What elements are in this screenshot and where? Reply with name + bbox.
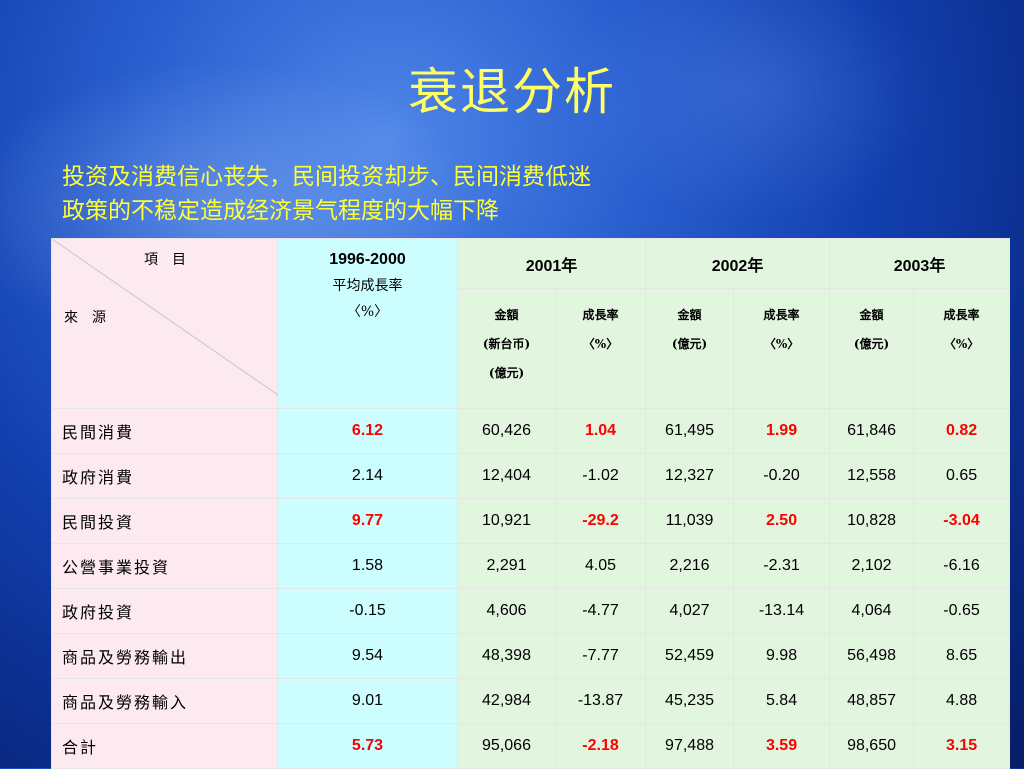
amount-2001: 48,398	[457, 633, 556, 679]
table-row: 政府消費 2.14 12,404 -1.02 12,327 -0.20 12,5…	[51, 453, 1011, 499]
subtitle-line-1: 投资及消费信心丧失，民间投资却步、民间消费低迷	[62, 164, 591, 190]
avg-growth-header: 1996-2000 平均成長率 〈%〉	[277, 238, 458, 409]
amount-2002: 11,039	[645, 498, 735, 544]
amount-2001: 2,291	[457, 543, 556, 589]
amount-2003: 2,102	[829, 543, 915, 589]
rate-2002: 9.98	[733, 633, 831, 679]
rate-2002: -0.20	[733, 453, 831, 499]
amount-2002: 2,216	[645, 543, 735, 589]
subheader-amount-2002: 金額 (億元)	[645, 288, 735, 409]
corner-diagonal-line	[52, 239, 278, 395]
rate-2002: -13.14	[733, 588, 831, 634]
rate-2003: 0.82	[913, 408, 1011, 454]
subheader-amount-2001: 金額 (新台币) (億元)	[457, 288, 556, 409]
amount-2001: 10,921	[457, 498, 556, 544]
table-row: 公營事業投資 1.58 2,291 4.05 2,216 -2.31 2,102…	[51, 543, 1011, 589]
rate-2003: -6.16	[913, 543, 1011, 589]
avg-growth-value: 9.01	[277, 678, 458, 724]
table-row: 商品及勞務輸出 9.54 48,398 -7.77 52,459 9.98 56…	[51, 633, 1011, 679]
year-header-2001: 2001年	[456, 238, 647, 289]
rate-2003: 3.15	[913, 723, 1011, 769]
corner-item-label: 項 目	[144, 252, 186, 268]
subheader-rate-2003: 成長率 〈%〉	[913, 288, 1011, 409]
rate-2002: 1.99	[733, 408, 831, 454]
background-glow-secondary	[560, 0, 940, 220]
table-row: 合計 5.73 95,066 -2.18 97,488 3.59 98,650 …	[51, 723, 1011, 769]
rate-2002: 2.50	[733, 498, 831, 544]
amount-2002: 52,459	[645, 633, 735, 679]
avg-growth-value: 1.58	[277, 543, 458, 589]
amount-2003: 10,828	[829, 498, 915, 544]
amount-2002: 61,495	[645, 408, 735, 454]
corner-source-label: 來 源	[64, 310, 106, 326]
row-label: 民間消費	[51, 408, 278, 454]
amount-2003: 4,064	[829, 588, 915, 634]
avg-growth-years: 1996-2000	[329, 251, 406, 268]
rate-2003: -0.65	[913, 588, 1011, 634]
row-label: 公營事業投資	[51, 543, 278, 589]
rate-2001: -1.02	[554, 453, 647, 499]
rate-2001: -7.77	[554, 633, 647, 679]
row-label: 政府投資	[51, 588, 278, 634]
slide-title: 衰退分析	[408, 63, 616, 121]
amount-2002: 45,235	[645, 678, 735, 724]
subheader-amount-2003: 金額 (億元)	[829, 288, 915, 409]
row-label: 商品及勞務輸出	[51, 633, 278, 679]
amount-2002: 97,488	[645, 723, 735, 769]
rate-2001: -2.18	[554, 723, 647, 769]
amount-2003: 98,650	[829, 723, 915, 769]
table-row: 商品及勞務輸入 9.01 42,984 -13.87 45,235 5.84 4…	[51, 678, 1011, 724]
year-header-2003: 2003年	[829, 238, 1011, 289]
amount-2001: 95,066	[457, 723, 556, 769]
rate-2002: 3.59	[733, 723, 831, 769]
subheader-rate-2001: 成長率 〈%〉	[554, 288, 647, 409]
rate-2001: -13.87	[554, 678, 647, 724]
amount-2002: 12,327	[645, 453, 735, 499]
amount-2003: 48,857	[829, 678, 915, 724]
avg-growth-label: 平均成長率	[332, 278, 403, 294]
rate-2003: 0.65	[913, 453, 1011, 499]
row-label: 商品及勞務輸入	[51, 678, 278, 724]
rate-2003: -3.04	[913, 498, 1011, 544]
year-header-2002: 2002年	[645, 238, 831, 289]
table-corner-header: 項 目 來 源	[51, 238, 278, 409]
recession-analysis-table: 項 目 來 源 1996-2000 平均成長率 〈%〉 2001年 2002年 …	[51, 238, 1011, 769]
avg-growth-value: 2.14	[277, 453, 458, 499]
amount-2002: 4,027	[645, 588, 735, 634]
table-row: 政府投資 -0.15 4,606 -4.77 4,027 -13.14 4,06…	[51, 588, 1011, 634]
rate-2001: -4.77	[554, 588, 647, 634]
subtitle-line-2: 政策的不稳定造成经济景气程度的大幅下降	[62, 198, 499, 224]
rate-2001: -29.2	[554, 498, 647, 544]
row-label: 民間投資	[51, 498, 278, 544]
avg-growth-value: -0.15	[277, 588, 458, 634]
avg-growth-value: 5.73	[277, 723, 458, 769]
amount-2003: 12,558	[829, 453, 915, 499]
avg-growth-value: 9.77	[277, 498, 458, 544]
amount-2001: 60,426	[457, 408, 556, 454]
amount-2003: 56,498	[829, 633, 915, 679]
rate-2001: 1.04	[554, 408, 647, 454]
rate-2001: 4.05	[554, 543, 647, 589]
table-row: 民間投資 9.77 10,921 -29.2 11,039 2.50 10,82…	[51, 498, 1011, 544]
rate-2003: 4.88	[913, 678, 1011, 724]
avg-growth-value: 9.54	[277, 633, 458, 679]
rate-2003: 8.65	[913, 633, 1011, 679]
avg-growth-unit: 〈%〉	[346, 304, 389, 320]
amount-2001: 12,404	[457, 453, 556, 499]
amount-2001: 4,606	[457, 588, 556, 634]
avg-growth-value: 6.12	[277, 408, 458, 454]
row-label: 政府消費	[51, 453, 278, 499]
rate-2002: 5.84	[733, 678, 831, 724]
rate-2002: -2.31	[733, 543, 831, 589]
slide-subtitle: 投资及消费信心丧失，民间投资却步、民间消费低迷 政策的不稳定造成经济景气程度的大…	[62, 160, 962, 228]
subheader-rate-2002: 成長率 〈%〉	[733, 288, 831, 409]
amount-2001: 42,984	[457, 678, 556, 724]
table-row: 民間消費 6.12 60,426 1.04 61,495 1.99 61,846…	[51, 408, 1011, 454]
row-label: 合計	[51, 723, 278, 769]
amount-2003: 61,846	[829, 408, 915, 454]
